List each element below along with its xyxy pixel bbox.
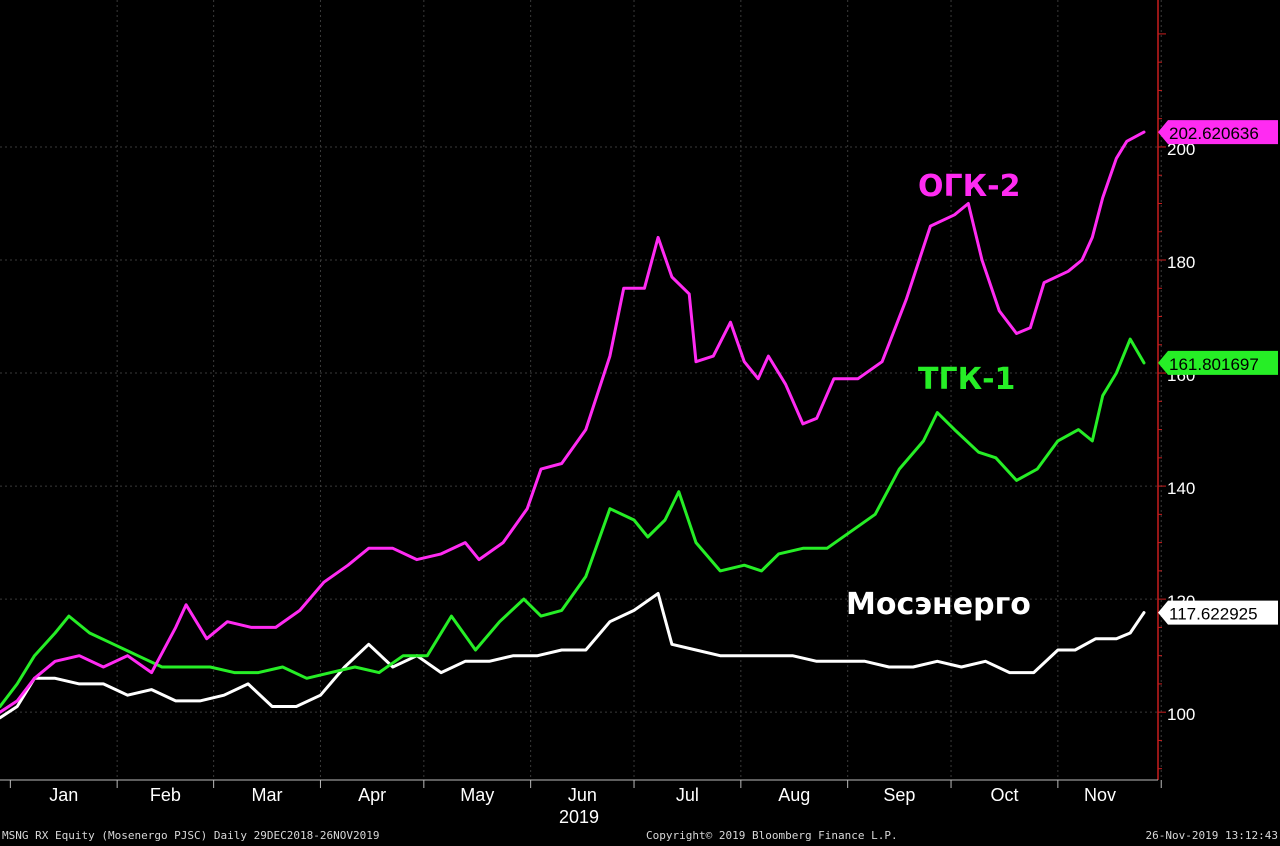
last-value-tag-bg-tgk1 bbox=[1158, 350, 1278, 375]
y-tick-label-140: 140 bbox=[1167, 479, 1195, 498]
series-lines bbox=[0, 130, 1146, 720]
last-value-tag-bg-ogk2 bbox=[1158, 120, 1278, 145]
x-tick-label-nov: Nov bbox=[1084, 785, 1116, 805]
footer-timestamp: 26-Nov-2019 13:12:43 bbox=[1145, 829, 1278, 842]
last-value-text-mosenergo: 117.622925 bbox=[1169, 605, 1258, 624]
y-axis: 100120140160180200 bbox=[1157, 0, 1195, 780]
series-label-ogk2: ОГК-2 bbox=[918, 169, 1020, 204]
last-value-tag-bg-mosenergo bbox=[1158, 600, 1278, 625]
last-value-text-tgk1: 161.801697 bbox=[1169, 355, 1259, 374]
last-value-text-ogk2: 202.620636 bbox=[1169, 124, 1259, 143]
last-value-tag-mosenergo: 117.622925 bbox=[1158, 600, 1278, 625]
x-tick-label-jan: Jan bbox=[49, 785, 78, 805]
x-axis-year-label: 2019 bbox=[559, 807, 599, 827]
x-tick-label-may: May bbox=[460, 785, 494, 805]
x-tick-label-aug: Aug bbox=[778, 785, 810, 805]
x-tick-label-oct: Oct bbox=[990, 785, 1018, 805]
series-line-tgk1 bbox=[0, 337, 1146, 708]
last-value-tag-tgk1: 161.801697 bbox=[1158, 350, 1278, 375]
grid bbox=[0, 0, 1162, 780]
series-label-tgk1: ТГК-1 bbox=[918, 362, 1015, 397]
last-value-tag-ogk2: 202.620636 bbox=[1158, 120, 1278, 145]
x-tick-label-jul: Jul bbox=[676, 785, 699, 805]
y-tick-label-100: 100 bbox=[1167, 705, 1195, 724]
series-line-mosenergo bbox=[0, 592, 1146, 720]
series-line-ogk2 bbox=[0, 130, 1146, 714]
x-tick-label-feb: Feb bbox=[150, 785, 181, 805]
x-tick-label-apr: Apr bbox=[358, 785, 386, 805]
x-tick-label-sep: Sep bbox=[883, 785, 915, 805]
series-label-mosenergo: Мосэнерго bbox=[846, 587, 1031, 622]
footer-copyright: Copyright© 2019 Bloomberg Finance L.P. bbox=[646, 829, 898, 842]
x-tick-label-jun: Jun bbox=[568, 785, 597, 805]
x-tick-label-mar: Mar bbox=[252, 785, 283, 805]
y-tick-label-180: 180 bbox=[1167, 253, 1195, 272]
annotations: 202.620636 161.801697 117.622925 ОГК-2 ТГК-1… bbox=[846, 120, 1278, 625]
footer-security-info: MSNG RX Equity (Mosenergo PJSC) Daily 29… bbox=[2, 829, 380, 842]
x-axis: Jan Feb Mar Apr May Jun Jul Aug Sep Oct Nov 2019 bbox=[0, 779, 1162, 827]
y-tick-label-200: 200 bbox=[1167, 140, 1195, 159]
